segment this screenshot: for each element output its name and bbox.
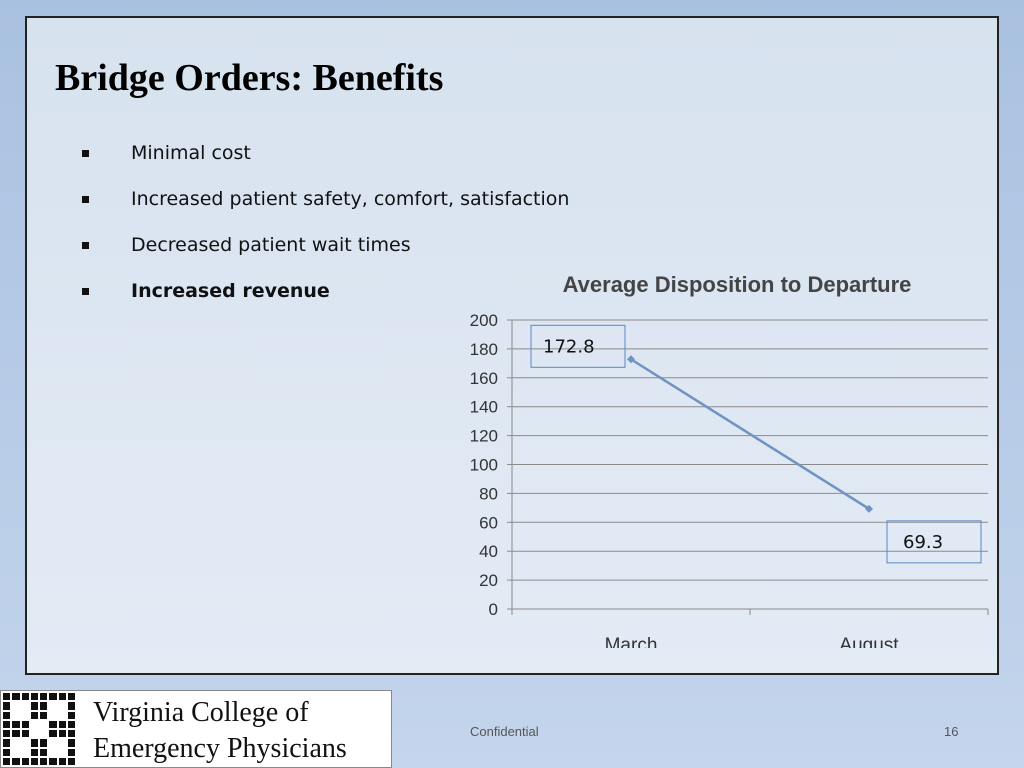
bullet-text: Decreased patient wait times <box>131 234 411 256</box>
y-tick-label: 200 <box>470 311 498 330</box>
logo-text: Virginia College of Emergency Physicians <box>93 695 347 767</box>
bullet-text: Increased patient safety, comfort, satis… <box>131 188 570 210</box>
vcep-logo: Virginia College of Emergency Physicians <box>0 690 392 768</box>
slide-title: Bridge Orders: Benefits <box>55 57 444 99</box>
data-point <box>627 355 635 364</box>
bullet-item: Decreased patient wait times <box>79 232 569 278</box>
data-label-box <box>886 520 982 564</box>
y-tick-label: 100 <box>470 456 498 475</box>
x-tick-label: August <box>839 635 899 648</box>
y-tick-label: 140 <box>470 398 498 417</box>
slide-frame: Bridge Orders: Benefits Minimal cost Inc… <box>25 16 999 675</box>
bullet-list: Minimal cost Increased patient safety, c… <box>79 140 569 324</box>
bullet-text: Minimal cost <box>131 142 251 164</box>
confidential-label: Confidential <box>470 724 539 739</box>
y-tick-label: 80 <box>479 484 498 503</box>
bullet-item: Minimal cost <box>79 140 569 186</box>
data-point <box>865 504 873 513</box>
x-tick-label: March <box>605 635 658 648</box>
y-tick-label: 120 <box>470 427 498 446</box>
y-tick-label: 40 <box>479 542 498 561</box>
y-tick-label: 160 <box>470 369 498 388</box>
logo-line-1: Virginia College of <box>93 697 309 728</box>
logo-line-2: Emergency Physicians <box>93 733 347 764</box>
square-bullet-icon <box>82 150 89 157</box>
data-label-box <box>530 324 626 368</box>
bullet-text: Increased revenue <box>131 280 330 302</box>
bullet-item: Increased revenue <box>79 278 569 324</box>
y-tick-label: 0 <box>489 600 498 619</box>
square-bullet-icon <box>82 242 89 249</box>
bullet-item: Increased patient safety, comfort, satis… <box>79 186 569 232</box>
page-number: 16 <box>944 724 959 739</box>
y-tick-label: 180 <box>470 340 498 359</box>
series-line <box>630 358 870 510</box>
line-chart: Average Disposition to Departure 0 20 40 60 8… <box>432 248 992 648</box>
y-tick-label: 20 <box>479 571 498 590</box>
square-bullet-icon <box>82 196 89 203</box>
chart-title: Average Disposition to Departure <box>563 272 912 297</box>
logo-grid-icon <box>3 693 75 765</box>
chart-svg: Average Disposition to Departure 0 20 40 60 8… <box>470 272 989 648</box>
square-bullet-icon <box>82 288 89 295</box>
data-label: 69.3 <box>903 532 943 553</box>
data-label: 172.8 <box>543 336 595 357</box>
y-tick-label: 60 <box>479 513 498 532</box>
